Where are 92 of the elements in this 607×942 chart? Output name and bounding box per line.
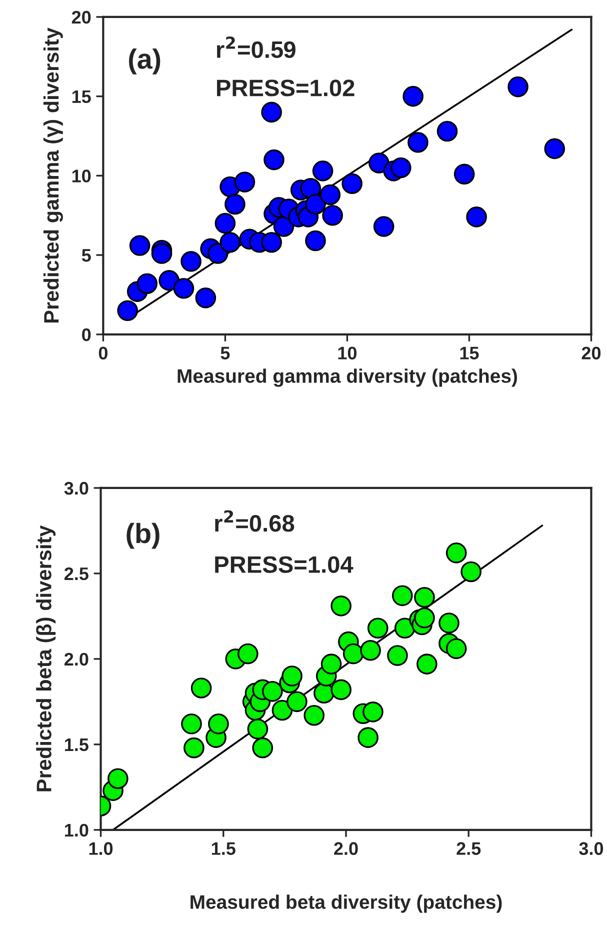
point [402, 86, 424, 107]
x-tick-label: 20 [582, 346, 601, 360]
point [184, 737, 204, 758]
point [286, 691, 308, 712]
point [312, 160, 334, 182]
annotation: (a) [128, 48, 160, 74]
point [408, 132, 428, 153]
y-tick-label: 5 [82, 249, 91, 262]
point [446, 542, 467, 564]
point [300, 178, 322, 199]
x-tick-label: 10 [338, 346, 357, 360]
point [247, 718, 268, 740]
point [117, 300, 138, 322]
x-tick-label: 3.0 [579, 842, 604, 855]
point [362, 702, 384, 722]
point [466, 206, 487, 228]
x-tick-label: 5 [220, 346, 230, 360]
y-tick-label: 10 [72, 170, 91, 182]
point [322, 204, 343, 226]
point [108, 768, 128, 790]
point [151, 243, 172, 264]
point [330, 596, 352, 616]
point [173, 278, 194, 299]
point [208, 713, 229, 734]
y-tick-label: 20 [72, 10, 91, 24]
x-axis-title: Measured gamma diversity (patches) [178, 368, 517, 387]
point [304, 704, 325, 726]
point [320, 654, 342, 674]
point [508, 76, 528, 98]
x-tick-label: 15 [460, 346, 479, 360]
point [261, 102, 282, 123]
point [282, 666, 302, 686]
point [544, 138, 566, 160]
x-tick-label: 0 [98, 346, 108, 360]
point [207, 243, 228, 264]
annotation: (b) [126, 522, 160, 549]
point [342, 173, 362, 194]
y-tick-label: 15 [72, 90, 91, 104]
point [237, 643, 258, 664]
point [305, 230, 326, 252]
y-tick-label: 0 [82, 328, 91, 342]
point [414, 586, 435, 608]
point [454, 164, 475, 185]
point [320, 184, 341, 206]
annotation: PRESS=1.02 [217, 80, 354, 96]
x-axis-title: Measured beta diversity (patches) [190, 894, 502, 913]
point [436, 120, 458, 142]
point [360, 640, 381, 661]
y-tick-label: 2.0 [64, 652, 88, 666]
x-tick-label: 2.5 [456, 842, 481, 855]
y-tick-label: 1.0 [64, 824, 88, 837]
point [390, 157, 412, 178]
point [136, 273, 158, 294]
point [446, 638, 467, 660]
point [158, 270, 180, 291]
annotation: r$^{2}$=0.68 [215, 510, 294, 532]
point [224, 194, 246, 215]
point [129, 235, 150, 256]
y-axis-title: Predicted gamma (γ) diversity [43, 28, 63, 322]
point [416, 654, 438, 674]
point [180, 250, 202, 272]
annotation: PRESS=1.04 [215, 556, 354, 573]
point [367, 618, 388, 639]
y-tick-label: 1.5 [64, 738, 88, 752]
x-tick-label: 2.0 [334, 842, 358, 855]
point [358, 727, 378, 748]
point [368, 152, 390, 174]
point [438, 612, 460, 634]
point [460, 561, 482, 582]
point [387, 645, 408, 666]
point [392, 585, 413, 606]
y-tick-label: 3.0 [64, 482, 88, 495]
point [414, 607, 435, 628]
point [305, 194, 326, 215]
point [195, 287, 216, 308]
point [373, 216, 394, 237]
point [262, 681, 283, 702]
point [261, 232, 282, 253]
point [190, 678, 212, 698]
point [272, 700, 293, 721]
point [264, 149, 284, 170]
point [220, 232, 240, 253]
point [181, 713, 202, 734]
x-tick-label: 1.5 [212, 842, 236, 855]
annotation: r$^{2}$=0.59 [216, 36, 296, 58]
point [342, 643, 364, 664]
point [234, 172, 256, 192]
point [214, 212, 236, 234]
y-axis-title: Predicted beta (β) diversity [36, 525, 56, 792]
y-tick-label: 2.5 [64, 567, 88, 580]
point [252, 737, 274, 758]
point [330, 679, 352, 700]
